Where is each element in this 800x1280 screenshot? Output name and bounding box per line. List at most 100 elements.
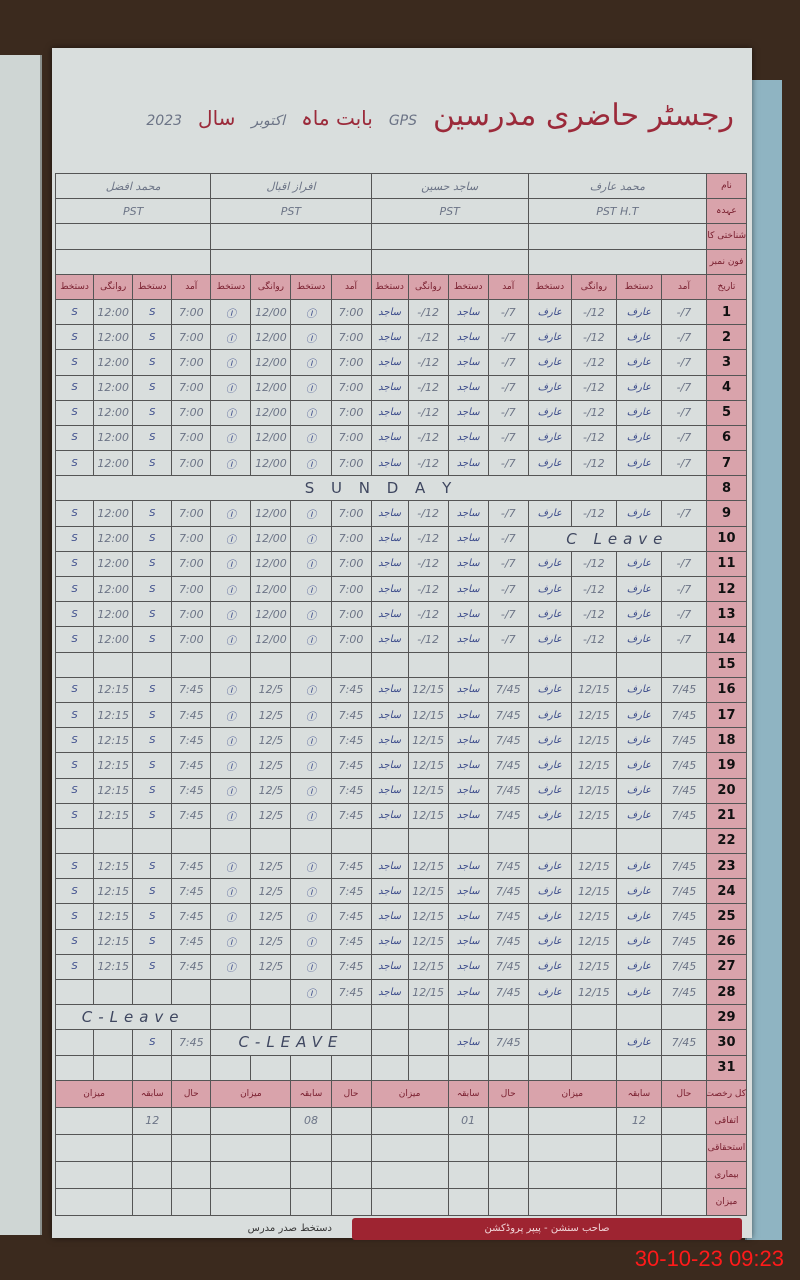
arrival-time: 7:00	[330, 500, 372, 527]
previous-leave: 01	[447, 1106, 489, 1135]
departure-time	[407, 1004, 449, 1031]
previous-leave	[290, 1160, 332, 1189]
previous-leave: 12	[615, 1106, 662, 1135]
phone-label: فون نمبر	[705, 248, 748, 275]
column-header: دستخط	[210, 273, 252, 300]
departure-signature: ساجد	[370, 601, 409, 628]
arrival-signature: ساجد	[447, 752, 489, 779]
arrival-signature: S	[132, 399, 173, 426]
total-leave	[54, 1160, 134, 1189]
departure-time: 12:00	[93, 525, 134, 552]
arrival-signature: ساجد	[447, 550, 489, 578]
column-header: دستخط	[54, 273, 95, 300]
day-row: 20 7/45 عارف 12/15 عارف 7/45 ساجد 12/15 ساجد 7:45…	[54, 777, 748, 804]
departure-signature: S	[54, 424, 95, 452]
arrival-time: 7/-	[660, 601, 707, 628]
arrival-time: 7:00	[330, 298, 372, 326]
departure-signature: ساجد	[370, 550, 409, 578]
arrival-time: 7:45	[330, 752, 372, 779]
teacher-post: PST	[370, 198, 529, 225]
departure-time: 12/15	[570, 802, 617, 829]
arrival-time: 7:00	[171, 298, 212, 326]
departure-signature	[527, 651, 572, 678]
departure-signature: عارف	[527, 676, 572, 703]
arrival-signature	[615, 1054, 662, 1081]
departure-time: 12/-	[407, 298, 449, 326]
arrival-signature: Ⓘ	[290, 399, 332, 426]
arrival-time: 7:45	[330, 978, 372, 1006]
total-leave	[527, 1187, 617, 1216]
day-row: 7 7/- عارف 12/- عارف 7/- ساجد 12/- ساجد 7:00 Ⓘ 12/0…	[54, 450, 748, 477]
column-header: آمد	[171, 273, 212, 300]
arrival-time	[487, 1004, 529, 1031]
departure-signature: عارف	[527, 626, 572, 653]
day-row: 13 7/- عارف 12/- عارف 7/- ساجد 12/- ساجد 7:00 Ⓘ 12/…	[54, 601, 748, 628]
arrival-signature: S	[132, 550, 173, 578]
current-leave	[660, 1106, 707, 1135]
departure-time: 12/-	[407, 324, 449, 351]
departure-signature: ساجد	[370, 978, 409, 1006]
arrival-signature: Ⓘ	[290, 777, 332, 804]
arrival-signature: ساجد	[447, 626, 489, 653]
departure-time: 12/-	[570, 349, 617, 376]
departure-signature: S	[54, 399, 95, 426]
departure-signature	[527, 1029, 572, 1056]
departure-time	[250, 1054, 292, 1081]
departure-time: 12/-	[407, 374, 449, 401]
departure-signature	[527, 827, 572, 855]
arrival-signature: Ⓘ	[290, 525, 332, 552]
arrival-time: 7/45	[660, 701, 707, 729]
previous-leave: 08	[290, 1106, 332, 1135]
arrival-signature: ساجد	[447, 676, 489, 703]
arrival-time: 7:00	[330, 626, 372, 653]
arrival-time: 7/45	[487, 853, 529, 880]
day-number: 8	[705, 475, 748, 502]
departure-signature: ساجد	[370, 701, 409, 729]
departure-signature	[370, 1029, 409, 1056]
departure-time: 12/15	[407, 903, 449, 930]
arrival-signature: عارف	[615, 575, 662, 603]
departure-signature: S	[54, 676, 95, 703]
arrival-time	[171, 651, 212, 678]
arrival-time: 7/-	[487, 450, 529, 477]
departure-signature	[210, 1004, 252, 1031]
column-header-row: تاریخ آمد دستخط روانگی دستخط آمد دستخط روانگی دس…	[54, 273, 748, 300]
day-row: 27 7/45 عارف 12/15 عارف 7/45 ساجد 12/15 ساجد 7:45…	[54, 953, 748, 981]
arrival-signature: S	[132, 374, 173, 401]
departure-signature: Ⓘ	[210, 374, 252, 401]
departure-time: 12:15	[93, 853, 134, 880]
leave-total-label: کل رخصت	[705, 1079, 748, 1108]
arrival-signature: عارف	[615, 399, 662, 426]
departure-signature	[210, 1054, 252, 1081]
arrival-time: 7:45	[171, 777, 212, 804]
arrival-time: 7/-	[487, 575, 529, 603]
month-value: اکتوبر	[251, 113, 286, 129]
day-number: 21	[705, 802, 748, 829]
departure-signature: عارف	[527, 500, 572, 527]
summary-header-row: کل رخصت حال سابقہ میزان حال سابقہ میزان حال سابق…	[54, 1079, 748, 1108]
day-row: 30 7/45 عارف 7/45 ساجد C-LEAVE 7:45 S	[54, 1029, 748, 1056]
arrival-time: 7/45	[660, 676, 707, 703]
arrival-signature: عارف	[615, 374, 662, 401]
departure-time: 12/-	[570, 374, 617, 401]
departure-signature	[370, 1004, 409, 1031]
day-row: 9 7/- عارف 12/- عارف 7/- ساجد 12/- ساجد 7:00 Ⓘ 12/0…	[54, 500, 748, 527]
departure-signature: عارف	[527, 550, 572, 578]
previous-leave	[447, 1187, 489, 1216]
departure-time: 12/-	[570, 626, 617, 653]
arrival-signature: ساجد	[447, 878, 489, 905]
leave-type-label: اتفاقی	[705, 1106, 748, 1135]
departure-time	[407, 1054, 449, 1081]
day-row: 10 C Leave 7/- ساجد 12/- ساجد 7:00 Ⓘ 12/00 Ⓘ 7:00 S…	[54, 525, 748, 552]
cnic-label: شناختی کارڈ نمبر	[705, 223, 748, 250]
previous-leave	[132, 1187, 173, 1216]
arrival-time: 7/45	[487, 928, 529, 955]
departure-time: 12:00	[93, 399, 134, 426]
month-label: بابت ماہ	[301, 106, 373, 130]
departure-time	[93, 1054, 134, 1081]
name-label: نام	[705, 172, 748, 200]
day-number: 9	[705, 500, 748, 527]
arrival-time: 7/45	[660, 928, 707, 955]
arrival-time	[660, 1004, 707, 1031]
arrival-signature: S	[132, 727, 173, 754]
